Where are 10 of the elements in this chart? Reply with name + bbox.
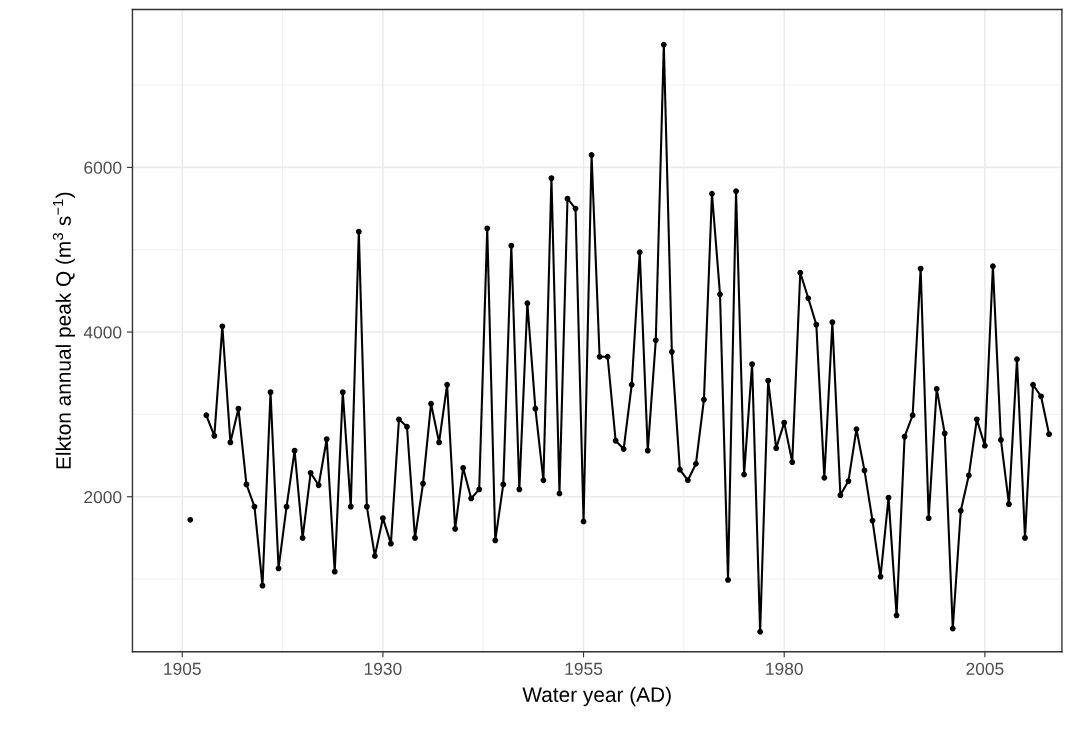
x-tick-label: 1930 xyxy=(364,662,402,675)
y-axis-title: Elkton annual peak Q (m$^{3}$ s$^{−1}$) xyxy=(52,192,76,469)
x-tick-label: 1955 xyxy=(565,662,603,675)
y-tick-label: 6000 xyxy=(84,161,122,174)
y-tick-label: 2000 xyxy=(84,490,122,504)
x-tick-label: 1905 xyxy=(164,662,201,675)
x-tick-label: 1980 xyxy=(766,662,803,675)
x-axis-title: Water year (AD) xyxy=(522,686,671,707)
x-tick-label: 2005 xyxy=(966,662,1004,675)
y-tick-label: 4000 xyxy=(83,326,122,339)
